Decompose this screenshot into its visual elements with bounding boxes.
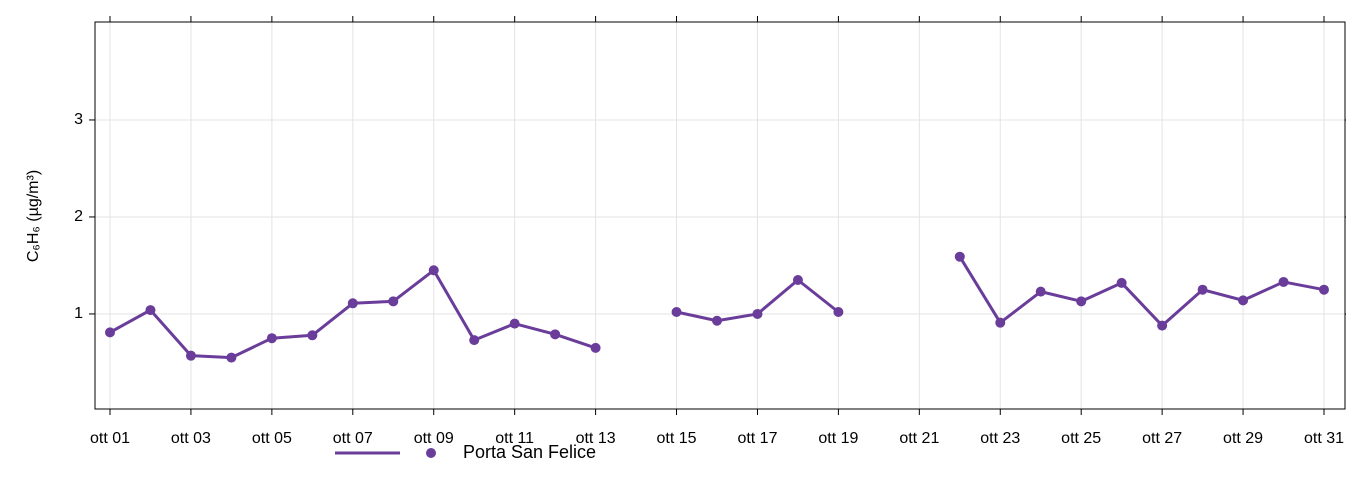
data-point bbox=[428, 265, 439, 276]
x-tick-label: ott 27 bbox=[1142, 430, 1182, 447]
x-tick-label: ott 15 bbox=[657, 430, 697, 447]
data-point bbox=[347, 298, 358, 309]
legend-marker bbox=[426, 448, 436, 458]
data-point bbox=[752, 308, 763, 319]
data-point bbox=[1197, 284, 1208, 295]
data-point bbox=[469, 335, 480, 346]
data-point bbox=[995, 317, 1006, 328]
data-point bbox=[509, 318, 520, 329]
x-tick-label: ott 23 bbox=[980, 430, 1020, 447]
x-tick-label: ott 13 bbox=[576, 430, 616, 447]
data-point bbox=[1319, 284, 1329, 295]
data-point bbox=[1116, 277, 1127, 288]
x-tick-label: ott 07 bbox=[333, 430, 373, 447]
x-tick-label: ott 05 bbox=[252, 430, 292, 447]
data-point bbox=[590, 342, 601, 353]
data-point bbox=[712, 315, 722, 326]
legend-label: Porta San Felice bbox=[463, 442, 596, 462]
data-point bbox=[1076, 296, 1087, 307]
data-point bbox=[550, 329, 561, 340]
x-tick-label: ott 17 bbox=[737, 430, 777, 447]
x-tick-label: ott 19 bbox=[818, 430, 858, 447]
x-tick-label: ott 11 bbox=[495, 430, 534, 447]
data-point bbox=[1278, 276, 1289, 287]
x-tick-label: ott 31 bbox=[1304, 430, 1344, 447]
data-point bbox=[1157, 320, 1168, 331]
data-point bbox=[954, 251, 965, 262]
y-axis-label: C₆H₆ (µg/m³) bbox=[25, 170, 42, 262]
data-point bbox=[388, 296, 399, 307]
x-tick-label: ott 25 bbox=[1061, 430, 1101, 447]
x-tick-label: ott 09 bbox=[414, 430, 454, 447]
data-point bbox=[1035, 286, 1046, 297]
data-point bbox=[307, 330, 318, 341]
data-point bbox=[671, 307, 682, 318]
data-point bbox=[266, 333, 277, 344]
x-tick-label: ott 29 bbox=[1223, 430, 1263, 447]
data-point bbox=[145, 305, 156, 316]
x-tick-label: ott 01 bbox=[90, 430, 130, 447]
series-line bbox=[958, 255, 1325, 328]
x-tick-label: ott 03 bbox=[171, 430, 211, 447]
data-point bbox=[105, 327, 115, 338]
y-tick-label: 2 bbox=[74, 208, 83, 225]
y-tick-label: 3 bbox=[74, 111, 83, 128]
x-tick-label: ott 21 bbox=[899, 430, 939, 447]
plot-frame bbox=[94, 21, 1346, 410]
y-tick-label: 1 bbox=[74, 305, 83, 322]
data-point bbox=[226, 352, 237, 363]
data-point bbox=[185, 350, 196, 361]
data-point bbox=[792, 275, 803, 285]
data-point bbox=[1238, 295, 1249, 306]
data-point bbox=[833, 307, 844, 318]
